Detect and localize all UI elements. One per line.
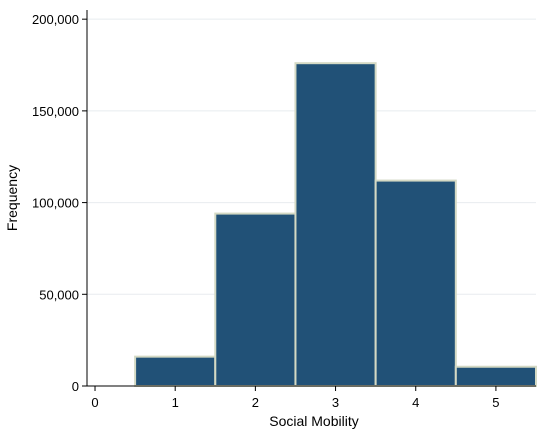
x-tick-label: 4 xyxy=(412,395,419,410)
y-tick-label: 200,000 xyxy=(32,12,79,27)
x-tick-label: 1 xyxy=(172,395,179,410)
x-tick-label: 5 xyxy=(492,395,499,410)
y-tick-label: 100,000 xyxy=(32,196,79,211)
axes xyxy=(86,10,536,387)
x-tick-label: 3 xyxy=(332,395,339,410)
y-axis-title: Frequency xyxy=(4,165,20,231)
bar-1 xyxy=(134,355,217,387)
bars xyxy=(134,62,538,387)
x-tick-label: 0 xyxy=(91,395,98,410)
y-tick-label: 50,000 xyxy=(39,287,79,302)
y-tick-label: 0 xyxy=(72,379,79,394)
x-tick-label: 2 xyxy=(252,395,259,410)
y-ticks: 0 50,000 100,000 150,000 200,000 xyxy=(32,12,87,394)
y-tick-label: 150,000 xyxy=(32,104,79,119)
bar-4 xyxy=(374,179,457,387)
bar-5 xyxy=(454,365,538,387)
x-axis-title: Social Mobility xyxy=(269,413,358,429)
x-ticks: 0 1 2 3 4 5 xyxy=(91,386,500,410)
bar-3 xyxy=(294,62,377,387)
bar-2 xyxy=(214,212,297,387)
